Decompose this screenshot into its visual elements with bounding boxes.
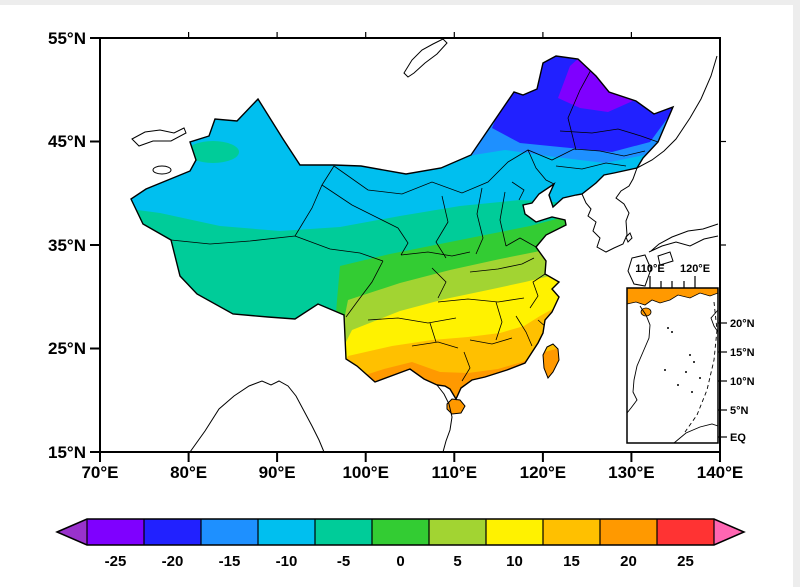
bay-of-bengal-coastline [189,380,325,452]
x-tick-90e: 90°E [259,463,296,482]
province-borders [170,67,659,382]
taiwan-outline [542,343,560,379]
cbar-label-0: 0 [396,553,404,570]
south-china-sea-inset: 110°E 120°E 20°N 15°N 10°N 5°N EQ [626,263,755,444]
inset-y-tick-5n: 5°N [730,405,749,417]
cbar-label-m15: -15 [219,553,241,570]
colorbar-box-8 [486,519,543,545]
colorbar-box-2 [144,519,201,545]
y-tick-35n: 35°N [48,236,86,255]
cbar-label-5: 5 [453,553,461,570]
inset-dashed-boundary [684,301,718,433]
colorbar-outline [55,518,746,546]
x-tick-140e: 140°E [697,463,744,482]
cbar-label-m5: -5 [337,553,350,570]
cbar-label-25: 25 [677,553,694,570]
colorbar-box-7 [429,519,486,545]
map-plot-area: 55°N 45°N 35°N 25°N 15°N 70°E 80°E 90°E … [48,29,755,482]
cbar-label-20: 20 [620,553,637,570]
lake-baikal [403,38,448,78]
inset-y-tick-15n: 15°N [730,347,755,359]
colorbar-box-9 [543,519,600,545]
vietnam-coastline [436,384,453,452]
x-tick-110e: 110°E [432,463,478,482]
y-tick-25n: 25°N [48,339,86,358]
cbar-label-m25: -25 [105,553,127,570]
colorbar-box-5 [315,519,372,545]
inset-china-coast-strip [626,287,719,306]
window-right-strip [793,0,800,587]
cbar-label-m20: -20 [162,553,184,570]
shikoku-island [657,251,674,266]
colorbar-box-6 [372,519,429,545]
inset-background [627,288,718,443]
colorbar-box-10 [600,519,657,545]
y-axis-labels: 55°N 45°N 35°N 25°N 15°N [48,29,86,462]
inset-y-tick-10n: 10°N [730,376,755,388]
honshu-coastline [648,223,719,253]
y-tick-55n: 55°N [48,29,86,48]
russia-coastline [636,55,718,169]
colorbar-left-arrow [57,519,87,545]
colorbar-right-arrow [714,519,744,545]
x-tick-120e: 120°E [520,463,567,482]
colorbar-box-1 [87,519,144,545]
inset-x-tick-120e: 120°E [680,263,710,275]
x-tick-100e: 100°E [342,463,389,482]
colorbar-box-4 [258,519,315,545]
inset-y-tick-eq: EQ [730,432,746,444]
colorbar-box-3 [201,519,258,545]
fill-ili-valley-teal [187,141,239,163]
y-tick-15n: 15°N [48,443,86,462]
inset-y-tick-20n: 20°N [730,318,755,330]
inset-vietnam-coast [626,305,651,414]
inset-x-tick-110e: 110°E [635,263,664,275]
axis-ticks [90,32,726,462]
cbar-label-15: 15 [563,553,580,570]
colorbar-dividers [86,519,715,545]
china-outline [130,55,675,401]
x-axis-labels: 70°E 80°E 90°E 100°E 110°E 120°E 130°E 1… [81,463,743,482]
window-top-strip [0,0,800,5]
cbar-label-10: 10 [506,553,523,570]
hainan-outline [446,398,466,415]
lake-issykkul [152,165,172,175]
lake-balkhash [131,127,187,147]
tsushima-island [625,232,633,243]
colorbar-box-11 [657,519,714,545]
inset-borneo-coast [673,423,719,444]
colorbar-labels: -25 -20 -15 -10 -5 0 5 10 15 20 25 [105,553,694,570]
inset-luzon-coast [710,309,719,333]
kyushu-island [627,254,652,287]
coastlines [131,38,719,452]
x-tick-80e: 80°E [170,463,207,482]
y-tick-45n: 45°N [48,132,86,151]
inset-ticks [649,276,727,438]
korea-coastline [581,167,638,253]
colorbar: -25 -20 -15 -10 -5 0 5 10 15 20 25 [55,518,746,570]
inset-islands [664,327,701,393]
x-tick-130e: 130°E [608,463,655,482]
x-tick-70e: 70°E [81,463,118,482]
cbar-label-m10: -10 [276,553,298,570]
